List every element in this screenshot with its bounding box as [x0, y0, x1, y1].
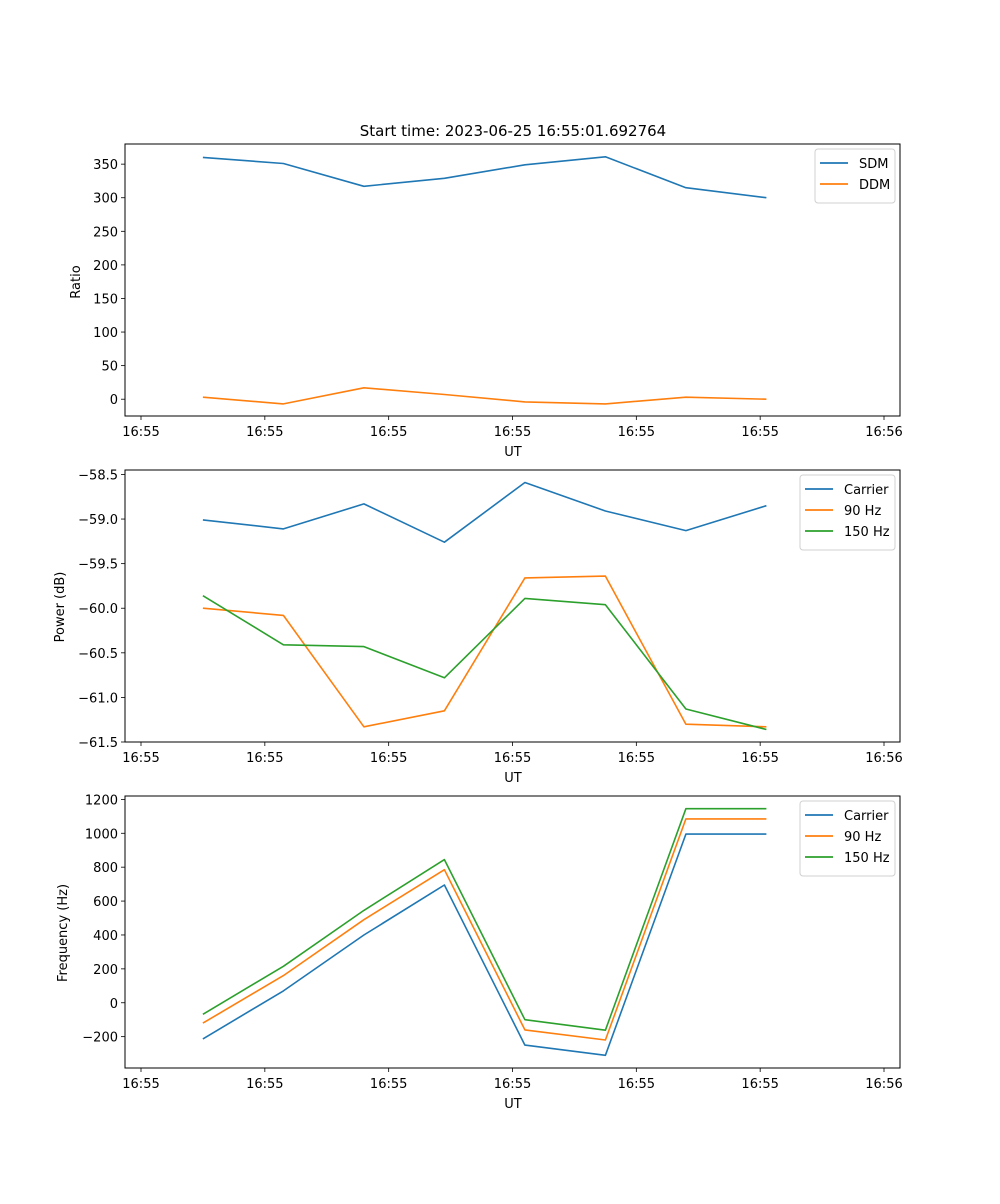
x-tick-label: 16:55 — [741, 751, 778, 766]
legend-label: 150 Hz — [844, 851, 890, 866]
legend: SDM DDM — [814, 148, 896, 204]
y-tick-label: 400 — [93, 929, 118, 944]
y-tick-label: 150 — [93, 292, 118, 307]
x-tick-label: 16:55 — [122, 1077, 159, 1092]
y-tick-label: −61.5 — [78, 736, 118, 751]
x-tick-label: 16:55 — [246, 1077, 283, 1092]
legend: Carrier 90 Hz 150 Hz — [799, 474, 896, 551]
x-tick-label: 16:55 — [246, 425, 283, 440]
ratio-plot-area: 16:55 16:55 16:55 16:55 16:55 16:55 16:56 0 50 10… — [93, 143, 903, 440]
legend-label: Carrier — [844, 483, 889, 498]
legend-label: 90 Hz — [844, 504, 881, 519]
y-tick-label: −60.0 — [78, 602, 118, 617]
legend-label: 90 Hz — [844, 830, 881, 845]
y-tick-label: 100 — [93, 326, 118, 341]
series-line-90-hz — [202, 818, 767, 1041]
x-tick-label: 16:56 — [865, 1077, 902, 1092]
series-line-90-hz — [202, 575, 767, 728]
x-tick-label: 16:55 — [741, 425, 778, 440]
x-axis-label: UT — [504, 1097, 522, 1112]
x-tick-label: 16:55 — [494, 425, 531, 440]
y-tick-label: 300 — [93, 192, 118, 207]
legend-label: 150 Hz — [844, 525, 890, 540]
y-tick-label: 200 — [93, 963, 118, 978]
legend-label: DDM — [859, 178, 890, 193]
x-tick-label: 16:55 — [618, 1077, 655, 1092]
y-tick-label: −59.0 — [78, 513, 118, 528]
y-tick-label: 350 — [93, 158, 118, 173]
y-axis-label: Frequency (Hz) — [56, 884, 71, 982]
x-tick-label: 16:55 — [618, 751, 655, 766]
y-tick-label: 0 — [110, 997, 118, 1012]
series-line-150-hz — [202, 595, 767, 731]
x-tick-label: 16:55 — [494, 1077, 531, 1092]
y-tick-label: 0 — [110, 393, 118, 408]
legend-label: SDM — [859, 157, 888, 172]
x-tick-label: 16:55 — [494, 751, 531, 766]
y-tick-label: −59.5 — [78, 558, 118, 573]
legend: Carrier 90 Hz 150 Hz — [799, 800, 896, 877]
x-tick-label: 16:56 — [865, 751, 902, 766]
series-line-150-hz — [202, 807, 767, 1031]
ratio-chart-panel: Start time: 2023-06-25 16:55:01.692764 1… — [69, 122, 903, 460]
x-tick-label: 16:55 — [618, 425, 655, 440]
y-tick-label: 250 — [93, 225, 118, 240]
y-tick-label: −61.0 — [78, 691, 118, 706]
chart-title: Start time: 2023-06-25 16:55:01.692764 — [360, 122, 666, 140]
x-axis-label: UT — [504, 445, 522, 460]
y-tick-label: −58.5 — [78, 468, 118, 483]
x-axis-label: UT — [504, 771, 522, 786]
y-tick-label: 1200 — [85, 793, 118, 808]
frequency-plot-area: 16:55 16:55 16:55 16:55 16:55 16:55 16:56 −200 0… — [82, 793, 902, 1092]
power-chart-panel: 16:55 16:55 16:55 16:55 16:55 16:55 16:56 −61.5… — [53, 468, 903, 786]
y-tick-label: −60.5 — [78, 647, 118, 662]
frequency-chart-panel: 16:55 16:55 16:55 16:55 16:55 16:55 16:56 −200 0… — [56, 793, 903, 1112]
series-line-ddm — [202, 386, 767, 405]
series-line-sdm — [202, 156, 767, 199]
x-tick-label: 16:55 — [370, 425, 407, 440]
y-axis-label: Ratio — [69, 265, 84, 298]
series-line-carrier — [202, 833, 767, 1057]
y-tick-label: 600 — [93, 895, 118, 910]
y-tick-label: 50 — [101, 360, 118, 375]
legend-label: Carrier — [844, 809, 889, 824]
y-tick-label: −200 — [82, 1031, 118, 1046]
x-tick-label: 16:55 — [741, 1077, 778, 1092]
x-tick-label: 16:56 — [865, 425, 902, 440]
x-tick-label: 16:55 — [246, 751, 283, 766]
x-tick-label: 16:55 — [370, 751, 407, 766]
x-tick-label: 16:55 — [370, 1077, 407, 1092]
x-tick-label: 16:55 — [122, 751, 159, 766]
y-axis-label: Power (dB) — [53, 572, 68, 643]
series-line-carrier — [202, 481, 767, 544]
power-plot-area: 16:55 16:55 16:55 16:55 16:55 16:55 16:56 −61.5… — [78, 468, 903, 766]
y-tick-label: 200 — [93, 259, 118, 274]
x-tick-label: 16:55 — [122, 425, 159, 440]
y-tick-label: 1000 — [85, 827, 118, 842]
y-tick-label: 800 — [93, 861, 118, 876]
